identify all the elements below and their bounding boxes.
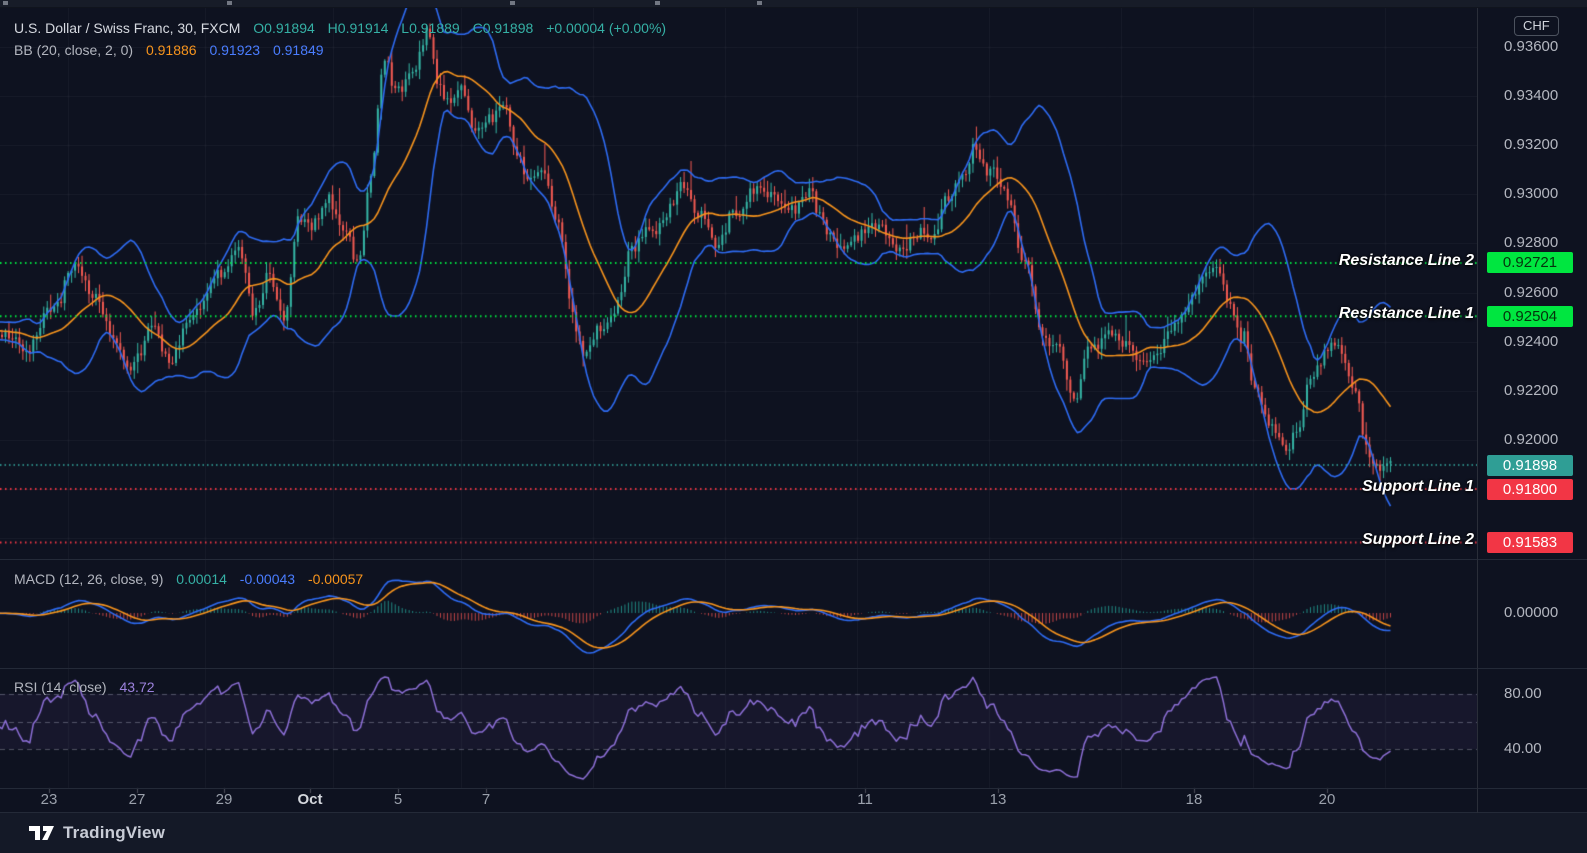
resistance-price-label[interactable]: 0.92504 [1487,305,1573,327]
price-tick-label: 0.92400 [1504,332,1559,350]
bb-lower-value: 0.91849 [272,42,324,58]
tradingview-logo-icon [29,825,54,840]
price-tick-label: 0.93600 [1504,38,1559,55]
bb-upper-value: 0.91923 [209,42,261,58]
time-axis-label: 29 [215,791,233,808]
time-axis-label: 27 [128,791,146,808]
toolbar-fragment [655,1,660,5]
time-axis-label: 13 [989,791,1007,808]
time-axis-label: 11 [857,791,873,808]
bb-basis-value: 0.91886 [145,42,197,58]
rsi-label: RSI (14, close) [14,679,107,695]
price-axis-border [1477,8,1478,813]
current-price-label[interactable]: 0.91898 [1487,454,1573,476]
price-tick-label: 0.93200 [1504,136,1559,154]
toolbar-fragment [757,1,762,5]
bb-label: BB (20, close, 2, 0) [14,42,134,58]
price-axis[interactable]: CHF 0.93600 0.93400 0.93200 0.93000 0.92800 0… [1477,8,1587,813]
macd-zero-label: 0.00000 [1504,604,1559,621]
currency-button[interactable]: CHF [1514,16,1559,36]
macd-label: MACD (12, 26, close, 9) [14,571,164,587]
price-tick-label: 0.92600 [1504,283,1559,301]
resistance-price-label[interactable]: 0.92721 [1487,252,1573,274]
tradingview-logo[interactable]: TradingView [28,823,165,843]
time-axis-label: 20 [1318,791,1336,808]
ohlc-high: H0.91914 [327,20,389,36]
bb-legend-row[interactable]: BB (20, close, 2, 0) 0.91886 0.91923 0.9… [14,42,333,58]
macd-signal-value: -0.00057 [307,571,364,587]
time-axis-label: 23 [40,791,58,808]
time-axis-separator [0,788,1587,789]
price-tick-label: 0.92200 [1504,381,1559,399]
support-line-label[interactable]: Support Line 2 [1362,531,1474,549]
rsi-tick-label: 40.00 [1504,740,1542,758]
macd-hist-value: 0.00014 [176,571,227,587]
rsi-tick-label: 80.00 [1504,685,1542,703]
toolbar-fragment [510,1,515,5]
ohlc-low: L0.91889 [401,20,460,36]
resistance-line-label[interactable]: Resistance Line 2 [1338,251,1474,269]
support-price-label[interactable]: 0.91583 [1487,531,1573,553]
ohlc-open: O0.91894 [253,20,315,36]
time-axis-label: Oct [297,791,323,808]
support-price-label[interactable]: 0.91800 [1487,478,1573,500]
resistance-line-label[interactable]: Resistance Line 1 [1338,305,1474,323]
time-axis-label: 18 [1185,791,1203,808]
symbol-title: U.S. Dollar / Swiss Franc, 30, FXCM [14,20,241,36]
pane-separator-macd[interactable] [0,559,1587,560]
price-tick-label: 0.93000 [1504,185,1559,203]
rsi-legend-row[interactable]: RSI (14, close) 43.72 [14,679,164,695]
time-axis-label: 7 [481,791,491,808]
price-tick-label: 0.92000 [1504,430,1559,448]
tradingview-logo-text: TradingView [63,823,166,842]
ohlc-change: +0.00004 (+0.00%) [546,20,667,36]
price-tick-label: 0.93400 [1504,87,1559,105]
symbol-legend-row[interactable]: U.S. Dollar / Swiss Franc, 30, FXCM O0.9… [14,20,675,36]
price-tick-label: 0.92800 [1504,234,1559,252]
price-chart-canvas[interactable] [0,8,1477,813]
rsi-value: 43.72 [119,679,155,695]
cropped-toolbar-strip [0,0,1587,8]
pane-separator-rsi[interactable] [0,668,1587,669]
ohlc-close: C0.91898 [472,20,534,36]
support-line-label[interactable]: Support Line 1 [1362,478,1474,496]
footer-bar: TradingView [0,813,1587,853]
macd-legend-row[interactable]: MACD (12, 26, close, 9) 0.00014 -0.00043… [14,571,372,587]
macd-line-value: -0.00043 [239,571,296,587]
toolbar-fragment [3,1,8,5]
time-axis-label: 5 [393,791,403,808]
toolbar-fragment [227,1,232,5]
footer-separator [0,812,1587,813]
